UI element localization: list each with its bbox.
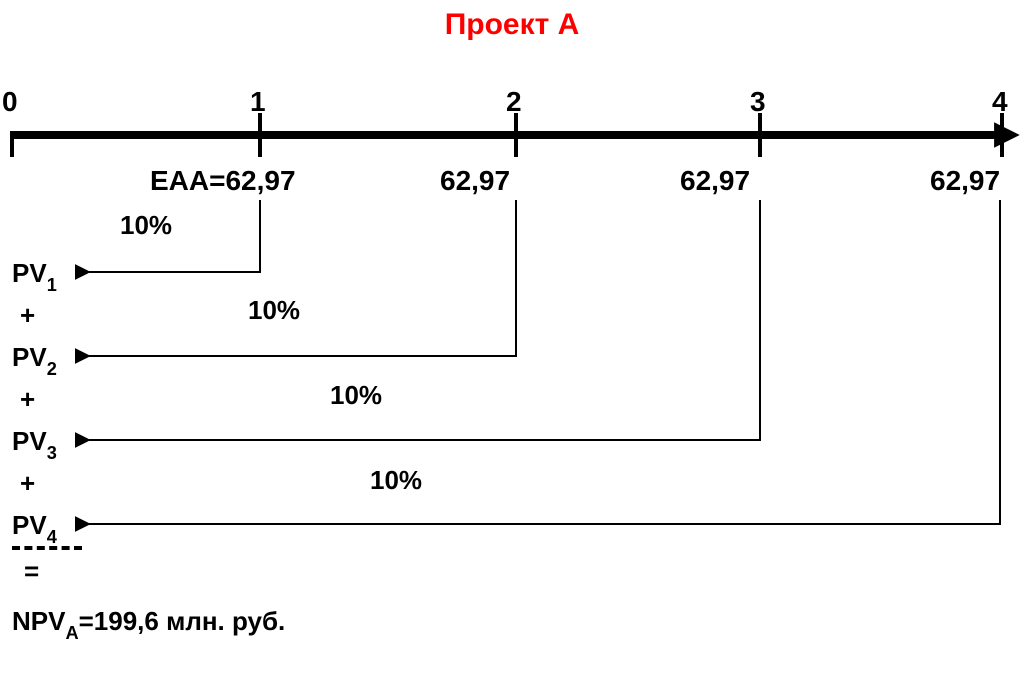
- pv-label-3: +: [20, 384, 35, 415]
- timeline-label-4: 4: [992, 86, 1008, 118]
- npv-result: NPVA=199,6 млн. руб.: [12, 606, 285, 641]
- diagram-canvas: Проект А 01234ЕАА=62,9762,9762,9762,9710…: [0, 0, 1024, 673]
- pv-sum-divider: [12, 546, 82, 550]
- pv-label-4: PV3: [12, 426, 57, 461]
- value-label-1: 62,97: [440, 165, 510, 197]
- timeline-label-3: 3: [750, 86, 766, 118]
- rate-label-1: 10%: [248, 295, 300, 326]
- value-label-2: 62,97: [680, 165, 750, 197]
- equals-sign: =: [24, 556, 39, 587]
- rate-label-2: 10%: [330, 380, 382, 411]
- pv-label-6: PV4: [12, 510, 57, 545]
- discount-arrow-4: [78, 200, 1000, 524]
- rate-label-0: 10%: [120, 210, 172, 241]
- pv-label-1: +: [20, 300, 35, 331]
- discount-arrow-3: [78, 200, 760, 440]
- rate-label-3: 10%: [370, 465, 422, 496]
- pv-label-0: PV1: [12, 258, 57, 293]
- value-label-3: 62,97: [930, 165, 1000, 197]
- timeline-label-1: 1: [250, 86, 266, 118]
- timeline-label-2: 2: [506, 86, 522, 118]
- value-label-0: ЕАА=62,97: [150, 165, 296, 197]
- pv-label-5: +: [20, 468, 35, 499]
- pv-label-2: PV2: [12, 342, 57, 377]
- timeline-label-0: 0: [2, 86, 18, 118]
